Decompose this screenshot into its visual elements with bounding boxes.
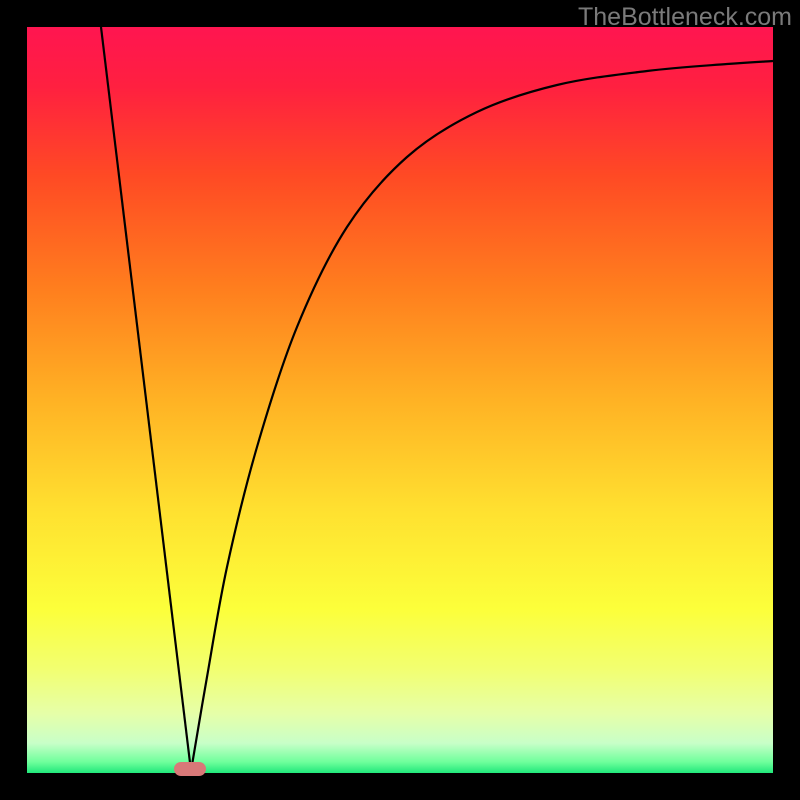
curve-right-segment — [191, 61, 773, 771]
plot-area — [27, 27, 773, 773]
curve-layer — [27, 27, 773, 773]
minimum-marker — [174, 762, 206, 776]
watermark-text: TheBottleneck.com — [578, 3, 792, 32]
curve-left-segment — [101, 27, 191, 771]
chart-container: TheBottleneck.com — [0, 0, 800, 800]
